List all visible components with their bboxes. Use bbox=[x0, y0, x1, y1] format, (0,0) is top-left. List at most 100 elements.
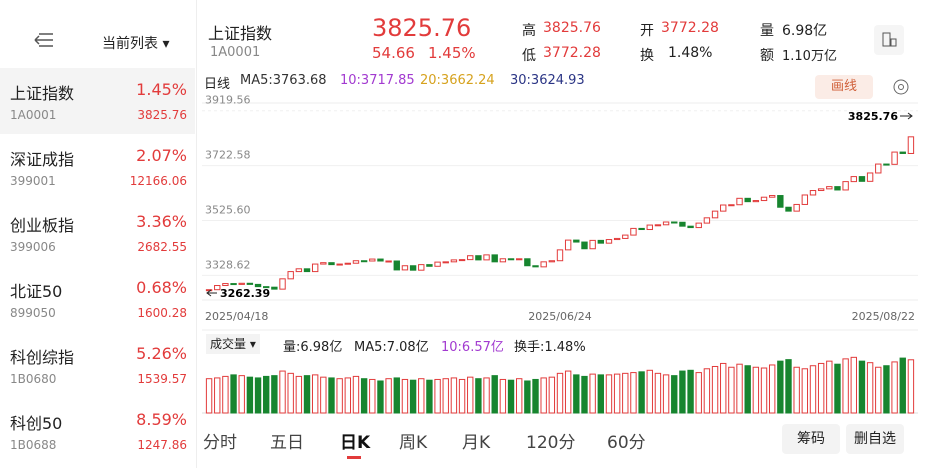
candle bbox=[883, 163, 890, 166]
candle bbox=[401, 265, 409, 271]
candle bbox=[393, 260, 400, 271]
volume-bar bbox=[573, 374, 580, 414]
price: 3825.76 bbox=[372, 14, 472, 42]
candle bbox=[467, 255, 474, 261]
tab[interactable]: 月K bbox=[462, 433, 491, 453]
candle bbox=[491, 254, 498, 263]
stock-item[interactable]: 创业板指 3.36% 399006 2682.55 bbox=[0, 200, 195, 266]
vol: 量:6.98亿 bbox=[283, 340, 343, 355]
tab[interactable]: 分时 bbox=[203, 433, 237, 453]
volume-bar bbox=[907, 359, 915, 414]
item-pct: 8.59% bbox=[136, 410, 187, 429]
volume-bar bbox=[638, 371, 645, 414]
label: 低 bbox=[522, 48, 536, 64]
stock-item[interactable]: 科创50 8.59% 1B0688 1247.86 bbox=[0, 398, 195, 464]
candle bbox=[540, 261, 547, 268]
candle bbox=[271, 286, 278, 290]
volume-selector[interactable]: 成交量 ▾ bbox=[206, 334, 260, 354]
volume-bar bbox=[654, 372, 662, 414]
max-arrow bbox=[900, 112, 913, 120]
volume-bar bbox=[760, 367, 768, 414]
volume-bar bbox=[589, 373, 596, 414]
volume-bar bbox=[720, 362, 727, 414]
volume-bar bbox=[826, 360, 833, 414]
candle bbox=[434, 261, 441, 267]
candle bbox=[214, 285, 221, 291]
item-price: 1247.86 bbox=[137, 438, 187, 452]
volume-bar bbox=[622, 372, 629, 414]
candle bbox=[409, 265, 417, 271]
candle bbox=[638, 227, 645, 231]
y-tick-label: 3919.56 bbox=[205, 94, 251, 107]
volume-bar bbox=[491, 375, 498, 414]
candle bbox=[581, 241, 588, 250]
label: 高 bbox=[522, 23, 536, 39]
candle bbox=[850, 176, 857, 183]
layout-button[interactable] bbox=[873, 24, 905, 56]
item-pct: 3.36% bbox=[136, 212, 187, 231]
stock-item[interactable]: 上证指数 1.45% 1A0001 3825.76 bbox=[0, 68, 195, 134]
candle bbox=[695, 222, 702, 229]
volume-bar bbox=[222, 375, 229, 414]
volume-bar bbox=[205, 378, 213, 414]
volume-bar bbox=[671, 375, 678, 414]
candle bbox=[532, 265, 539, 268]
candle bbox=[760, 196, 768, 202]
volume-bar bbox=[793, 366, 800, 414]
tab[interactable]: 60分 bbox=[607, 433, 646, 453]
tab[interactable]: 日K bbox=[340, 433, 371, 453]
candle bbox=[564, 239, 572, 251]
candle bbox=[817, 188, 825, 192]
volume-bar bbox=[736, 363, 743, 414]
value: 6.98亿 bbox=[782, 23, 828, 39]
period: 日线 bbox=[204, 77, 231, 92]
volume-bar bbox=[418, 378, 425, 414]
tab[interactable]: 五日 bbox=[270, 433, 304, 453]
volume-bar bbox=[850, 356, 857, 414]
stock-item[interactable]: 北证50 0.68% 899050 1600.28 bbox=[0, 266, 195, 332]
candle bbox=[842, 181, 849, 191]
volume-bar bbox=[271, 375, 278, 414]
volume-bar bbox=[336, 378, 343, 414]
candle bbox=[654, 224, 662, 227]
volume-bar bbox=[548, 376, 556, 414]
label: 换 bbox=[640, 48, 654, 64]
volume-bar bbox=[385, 378, 392, 414]
menu-icon[interactable] bbox=[34, 32, 54, 48]
volume-bar bbox=[369, 378, 376, 414]
volume-bar bbox=[687, 369, 694, 414]
candle bbox=[744, 197, 751, 203]
list-selector[interactable]: 当前列表 ▾ bbox=[102, 36, 170, 52]
value: 1.10万亿 bbox=[782, 49, 837, 64]
candle bbox=[720, 204, 727, 212]
candle bbox=[826, 186, 833, 190]
volume-bar bbox=[393, 377, 400, 414]
y-tick-label: 3525.60 bbox=[205, 203, 251, 216]
volume-bar bbox=[507, 379, 515, 414]
tab[interactable]: 120分 bbox=[526, 433, 576, 453]
item-name: 科创综指 bbox=[10, 348, 75, 367]
volume-bar bbox=[630, 372, 637, 414]
candle bbox=[222, 283, 229, 287]
volume-bar bbox=[483, 377, 490, 414]
active-indicator bbox=[347, 456, 361, 459]
stock-item[interactable]: 深证成指 2.07% 399001 12166.06 bbox=[0, 134, 195, 200]
candle bbox=[344, 262, 352, 265]
candle bbox=[630, 227, 637, 236]
volume-bar bbox=[311, 374, 319, 414]
stock-name: 上证指数 bbox=[208, 24, 273, 43]
candle bbox=[768, 195, 776, 198]
button[interactable]: 删自选 bbox=[846, 424, 904, 454]
draw-button[interactable]: 画线 bbox=[815, 75, 873, 99]
tab[interactable]: 周K bbox=[399, 433, 428, 453]
item-code: 899050 bbox=[10, 306, 56, 320]
volume-bar bbox=[401, 378, 409, 414]
button[interactable]: 筹码 bbox=[782, 424, 840, 454]
volume-bar bbox=[842, 358, 849, 414]
volume-bar bbox=[613, 373, 621, 414]
settings-icon[interactable] bbox=[892, 78, 910, 96]
stock-item[interactable]: 科创综指 5.26% 1B0680 1539.57 bbox=[0, 332, 195, 398]
candle bbox=[622, 234, 629, 239]
